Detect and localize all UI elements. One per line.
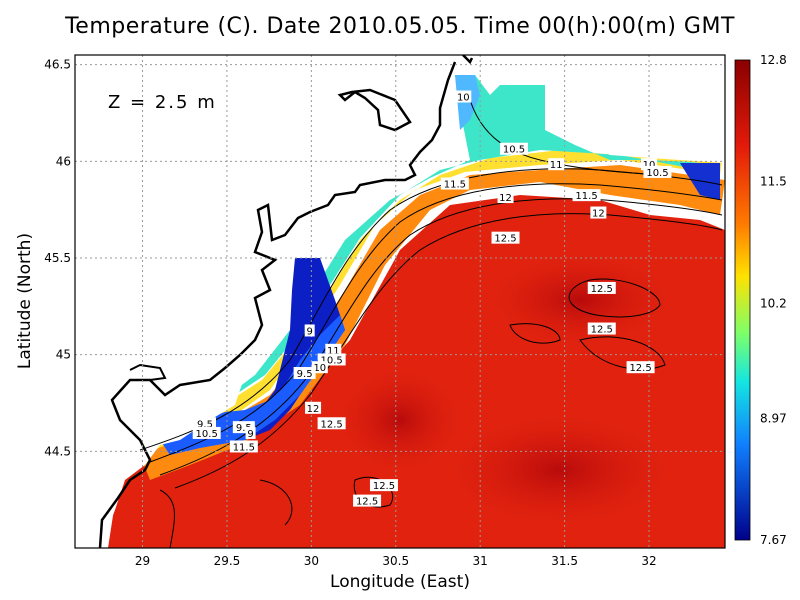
colorbar-tick-label: 7.67 xyxy=(760,533,787,547)
grid-lines xyxy=(75,55,725,548)
colorbar-tick-label: 12.8 xyxy=(760,53,787,67)
contour-label-bg xyxy=(305,401,322,414)
contour-label-bg xyxy=(572,189,601,202)
contour-label: 12.5 xyxy=(320,419,342,430)
colorbar-tick-label: 11.5 xyxy=(760,175,787,189)
contour-label-bg xyxy=(455,90,472,103)
coastline xyxy=(98,55,474,548)
chart-title: Temperature (C). Date 2010.05.05. Time 0… xyxy=(65,14,735,39)
contour-label-bg xyxy=(587,281,616,294)
contour-label-bg xyxy=(317,417,346,430)
contour-label: 12 xyxy=(499,193,512,204)
contour-label: 12.5 xyxy=(494,234,516,245)
x-tick-label: 31 xyxy=(473,554,488,568)
y-tick-label: 46.5 xyxy=(44,58,71,72)
colorbar-tick-label: 10.2 xyxy=(760,296,787,310)
contour-label: 11 xyxy=(550,160,563,171)
temperature-field xyxy=(75,55,725,548)
y-tick-label: 45 xyxy=(56,348,71,362)
x-axis-label: Longitude (East) xyxy=(330,572,470,592)
contour-label: 10 xyxy=(457,93,470,104)
contour-label-bg xyxy=(353,494,382,507)
contour-label: 9.5 xyxy=(236,423,252,434)
plot-frame xyxy=(74,54,726,549)
cold-water-patch-ne xyxy=(680,163,720,200)
contour-label: 11 xyxy=(327,346,340,357)
x-axis-ticks: 29 29.5 30 30.5 31 31.5 32 xyxy=(135,554,657,568)
x-tick-label: 32 xyxy=(641,554,656,568)
contour-label-bg xyxy=(587,322,616,335)
contour-label-bg xyxy=(311,361,328,374)
coastline-inset xyxy=(129,363,167,381)
contour-label: 10 xyxy=(313,363,326,374)
contour-lines xyxy=(139,99,723,548)
y-axis-label: Latitude (North) xyxy=(15,233,35,369)
cold-water-patch xyxy=(225,258,345,440)
contour-label: 10.5 xyxy=(646,168,668,179)
contour-label: 11.5 xyxy=(444,180,466,191)
contour-label-bg xyxy=(194,417,216,430)
contour-label-bg xyxy=(590,206,607,219)
x-tick-label: 30.5 xyxy=(382,554,409,568)
contour-label: 12.5 xyxy=(591,325,613,336)
contour-label: 9.5 xyxy=(297,369,313,380)
y-tick-label: 45.5 xyxy=(44,251,71,265)
y-tick-label: 46 xyxy=(56,154,71,168)
contour-label-bg xyxy=(304,324,315,337)
y-axis-ticks: 44.5 45 45.5 46 46.5 xyxy=(44,58,71,459)
x-tick-label: 29.5 xyxy=(214,554,241,568)
land-mask xyxy=(75,55,455,548)
colorbar-ticks: 12.8 11.5 10.2 8.97 7.67 xyxy=(760,53,787,547)
contour-label-bg xyxy=(369,479,398,492)
contour-label: 10.5 xyxy=(320,355,342,366)
contour-label: 9.5 xyxy=(197,419,213,430)
contour-label: 9 xyxy=(247,429,253,440)
contour-label: 12 xyxy=(592,209,605,220)
contour-label-bg xyxy=(626,361,655,374)
colorbar xyxy=(734,59,751,541)
contour-label: 12.5 xyxy=(591,284,613,295)
contour-label: 12 xyxy=(307,404,320,415)
contour-label: 10 xyxy=(643,160,656,171)
land-mask-ne xyxy=(545,55,725,163)
contour-label-bg xyxy=(497,191,514,204)
contour-label: 12.5 xyxy=(356,497,378,508)
contour-label-bg xyxy=(192,426,221,439)
contour-label-bg xyxy=(499,142,528,155)
x-tick-label: 30 xyxy=(304,554,319,568)
contour-label-bg xyxy=(229,440,258,453)
coastal-cool-water xyxy=(130,75,720,445)
contour-label: 9 xyxy=(306,326,312,337)
contour-label-bg xyxy=(325,343,342,356)
contour-label: 11.5 xyxy=(233,442,255,453)
y-tick-label: 44.5 xyxy=(44,444,71,458)
contour-label: 10.5 xyxy=(196,429,218,440)
x-tick-label: 31.5 xyxy=(551,554,578,568)
depth-annotation: Z = 2.5 m xyxy=(108,92,217,113)
contour-label: 10.5 xyxy=(503,145,525,156)
contour-label: 12.5 xyxy=(629,363,651,374)
contour-label-bg xyxy=(440,177,469,190)
contour-label-bg xyxy=(643,165,672,178)
contour-label-bg xyxy=(245,426,256,439)
colorbar-tick-label: 8.97 xyxy=(760,411,787,425)
contour-label-bg xyxy=(548,158,565,171)
contour-label-bg xyxy=(491,231,520,244)
contour-label: 12.5 xyxy=(373,481,395,492)
contour-label: 11.5 xyxy=(575,191,597,202)
x-tick-label: 29 xyxy=(135,554,150,568)
contour-label-bg xyxy=(293,367,316,379)
